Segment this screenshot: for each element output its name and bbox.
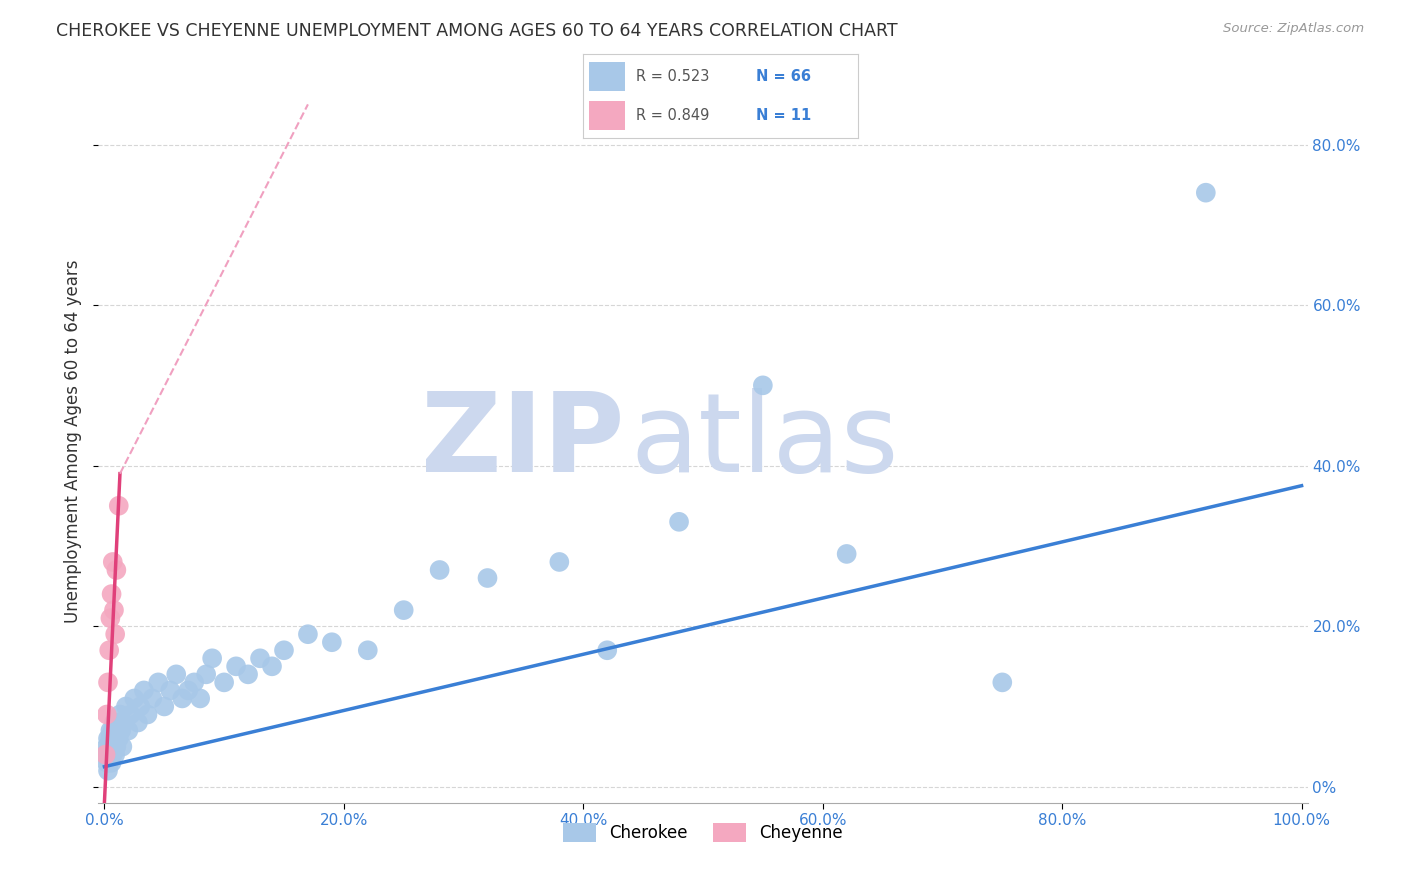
Point bbox=[107, 499, 129, 513]
Point bbox=[104, 731, 127, 746]
Point bbox=[108, 707, 131, 722]
Text: atlas: atlas bbox=[630, 388, 898, 495]
Point bbox=[100, 739, 122, 754]
Point bbox=[97, 731, 120, 746]
Point bbox=[94, 747, 117, 762]
Point bbox=[835, 547, 858, 561]
Point bbox=[127, 715, 149, 730]
Point bbox=[101, 723, 124, 738]
FancyBboxPatch shape bbox=[589, 101, 624, 130]
Point bbox=[115, 699, 138, 714]
Point bbox=[124, 691, 146, 706]
Point bbox=[100, 611, 122, 625]
Point bbox=[101, 747, 124, 762]
Point bbox=[103, 739, 125, 754]
Point bbox=[321, 635, 343, 649]
Point bbox=[172, 691, 194, 706]
Point bbox=[153, 699, 176, 714]
Y-axis label: Unemployment Among Ages 60 to 64 years: Unemployment Among Ages 60 to 64 years bbox=[65, 260, 83, 624]
Point bbox=[107, 715, 129, 730]
Point bbox=[297, 627, 319, 641]
Point bbox=[752, 378, 775, 392]
Point bbox=[104, 627, 127, 641]
Point bbox=[105, 563, 128, 577]
Point bbox=[94, 747, 117, 762]
Point bbox=[105, 723, 128, 738]
Point bbox=[596, 643, 619, 657]
Point bbox=[132, 683, 155, 698]
Point bbox=[159, 683, 181, 698]
Point bbox=[477, 571, 499, 585]
Point bbox=[105, 739, 128, 754]
Point bbox=[195, 667, 218, 681]
Point bbox=[98, 756, 121, 770]
Point bbox=[111, 739, 134, 754]
Text: N = 66: N = 66 bbox=[756, 69, 811, 84]
Legend: Cherokee, Cheyenne: Cherokee, Cheyenne bbox=[557, 816, 849, 848]
Text: R = 0.849: R = 0.849 bbox=[636, 108, 709, 123]
Point bbox=[97, 675, 120, 690]
Text: CHEROKEE VS CHEYENNE UNEMPLOYMENT AMONG AGES 60 TO 64 YEARS CORRELATION CHART: CHEROKEE VS CHEYENNE UNEMPLOYMENT AMONG … bbox=[56, 22, 898, 40]
Point bbox=[1195, 186, 1218, 200]
Point bbox=[103, 715, 125, 730]
Text: N = 11: N = 11 bbox=[756, 108, 811, 123]
Point bbox=[112, 715, 135, 730]
Text: Source: ZipAtlas.com: Source: ZipAtlas.com bbox=[1223, 22, 1364, 36]
Point bbox=[991, 675, 1014, 690]
Point bbox=[183, 675, 205, 690]
Point bbox=[260, 659, 283, 673]
Point bbox=[103, 603, 125, 617]
Point bbox=[129, 699, 152, 714]
Point bbox=[104, 747, 127, 762]
Point bbox=[97, 747, 120, 762]
Point bbox=[101, 731, 124, 746]
Point bbox=[177, 683, 200, 698]
Point bbox=[668, 515, 690, 529]
Point bbox=[110, 723, 132, 738]
Text: ZIP: ZIP bbox=[420, 388, 624, 495]
Point bbox=[97, 764, 120, 778]
Point bbox=[212, 675, 235, 690]
Point bbox=[120, 707, 142, 722]
Point bbox=[236, 667, 259, 681]
Point bbox=[98, 643, 121, 657]
Point bbox=[165, 667, 187, 681]
Text: R = 0.523: R = 0.523 bbox=[636, 69, 709, 84]
Point bbox=[273, 643, 295, 657]
Point bbox=[249, 651, 271, 665]
Point bbox=[201, 651, 224, 665]
Point bbox=[136, 707, 159, 722]
Point bbox=[100, 723, 122, 738]
Point bbox=[148, 675, 170, 690]
FancyBboxPatch shape bbox=[589, 62, 624, 91]
Point bbox=[188, 691, 211, 706]
Point bbox=[100, 756, 122, 770]
Point bbox=[357, 643, 380, 657]
Point bbox=[429, 563, 451, 577]
Point bbox=[548, 555, 571, 569]
Point bbox=[141, 691, 163, 706]
Point bbox=[107, 731, 129, 746]
Point bbox=[101, 555, 124, 569]
Point bbox=[96, 707, 118, 722]
Point bbox=[100, 731, 122, 746]
Point bbox=[96, 756, 118, 770]
Point bbox=[100, 587, 122, 601]
Point bbox=[98, 739, 121, 754]
Point bbox=[117, 723, 139, 738]
Point bbox=[100, 747, 122, 762]
Point bbox=[225, 659, 247, 673]
Point bbox=[392, 603, 415, 617]
Point bbox=[96, 739, 118, 754]
